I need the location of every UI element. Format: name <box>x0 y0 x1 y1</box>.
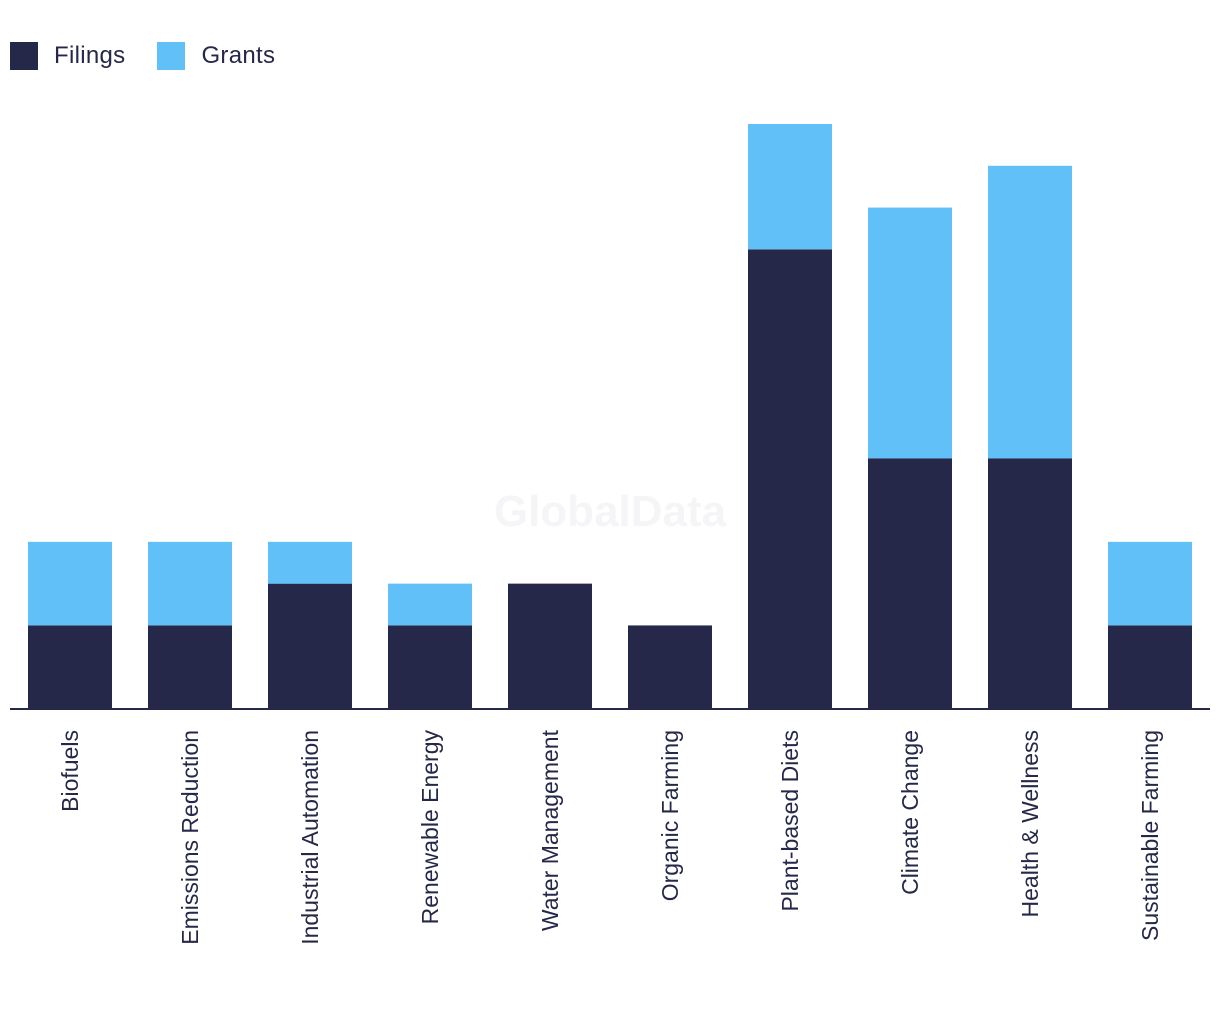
watermark: GlobalData <box>494 487 727 536</box>
x-tick-label: Emissions Reduction <box>177 730 203 945</box>
bar-filings-1 <box>148 625 232 709</box>
bar-filings-4 <box>508 583 592 709</box>
legend-label-grants: Grants <box>201 42 276 69</box>
legend-item-filings: Filings <box>10 42 125 70</box>
x-tick-label: Renewable Energy <box>417 730 443 925</box>
bar-filings-7 <box>868 458 952 709</box>
bar-grants-0 <box>28 541 112 626</box>
x-tick-label: Biofuels <box>57 730 83 812</box>
bar-filings-6 <box>748 249 832 709</box>
x-tick-label: Climate Change <box>897 730 923 895</box>
bar-filings-2 <box>268 583 352 709</box>
bar-grants-9 <box>1108 541 1192 626</box>
legend-swatch-filings <box>10 42 38 70</box>
x-tick-label: Health & Wellness <box>1017 730 1043 918</box>
x-tick-label: Sustainable Farming <box>1137 730 1163 941</box>
bar-grants-8 <box>988 165 1072 459</box>
x-tick-label: Organic Farming <box>657 730 683 901</box>
bar-filings-3 <box>388 625 472 709</box>
bar-filings-0 <box>28 625 112 709</box>
x-tick-label: Industrial Automation <box>297 730 323 945</box>
bar-grants-7 <box>868 207 952 459</box>
bars-group <box>28 124 1192 709</box>
chart-legend: Filings Grants <box>10 42 307 70</box>
bar-grants-3 <box>388 583 472 626</box>
bar-filings-9 <box>1108 625 1192 709</box>
bar-filings-8 <box>988 458 1072 709</box>
bar-grants-6 <box>748 124 832 250</box>
x-tick-label: Water Management <box>537 729 563 931</box>
legend-swatch-grants <box>157 42 186 70</box>
bar-grants-1 <box>148 541 232 626</box>
x-tick-labels: Biofuels Emissions Reduction Industrial Au… <box>57 729 1163 944</box>
bar-grants-2 <box>268 541 352 584</box>
bar-filings-5 <box>628 625 712 709</box>
legend-item-grants: Grants <box>157 42 275 70</box>
legend-label-filings: Filings <box>54 42 126 69</box>
x-tick-label: Plant-based Diets <box>777 730 803 912</box>
